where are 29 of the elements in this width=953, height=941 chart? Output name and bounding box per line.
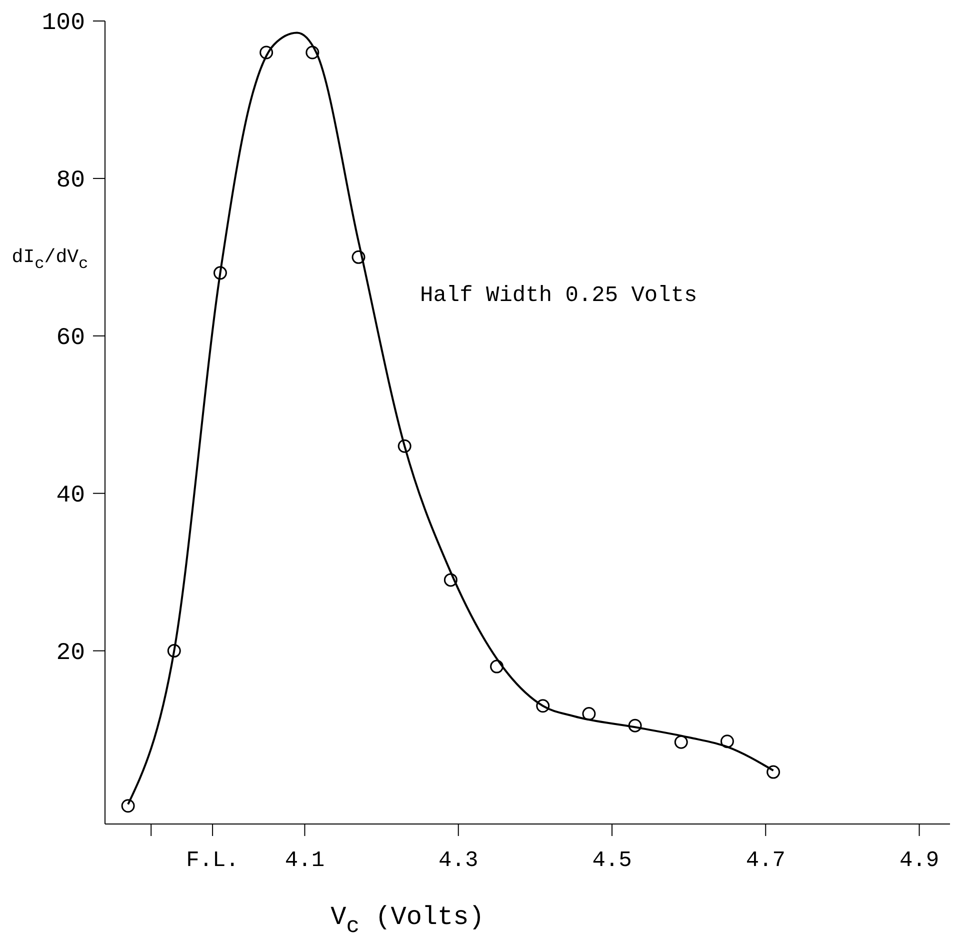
point [213, 266, 227, 280]
point [628, 718, 642, 732]
y-tick-label: 20 [56, 640, 85, 667]
point [398, 439, 412, 453]
x-axis-title: V$_{c}$ (Volts) [330, 902, 484, 939]
y-tick-label: 60 [56, 324, 85, 352]
y-tick-label: 80 [56, 167, 85, 194]
point [444, 573, 458, 587]
point [674, 735, 688, 749]
x-tick-label: 4.7 [746, 848, 786, 873]
point [536, 699, 550, 713]
point [352, 250, 366, 264]
point [582, 707, 596, 721]
x-tick-label: 4.1 [284, 848, 325, 873]
x-tick-label: 4.5 [592, 848, 632, 873]
point [490, 660, 504, 674]
x-tick-label: 4.3 [438, 848, 478, 873]
annotation: Half Width 0.25 Volts [420, 283, 698, 308]
point [260, 46, 274, 60]
y-tick-label: 100 [42, 10, 85, 37]
point [306, 46, 320, 60]
point [720, 734, 734, 748]
point [121, 799, 135, 813]
y-axis-title: dI$_{c}$/dV$_{c}$ [12, 246, 88, 273]
point [766, 765, 780, 779]
point [167, 644, 181, 658]
y-tick-label: 40 [56, 482, 85, 510]
x-tick-label: F.L. [186, 848, 239, 873]
x-tick-label: 4.9 [899, 848, 940, 873]
